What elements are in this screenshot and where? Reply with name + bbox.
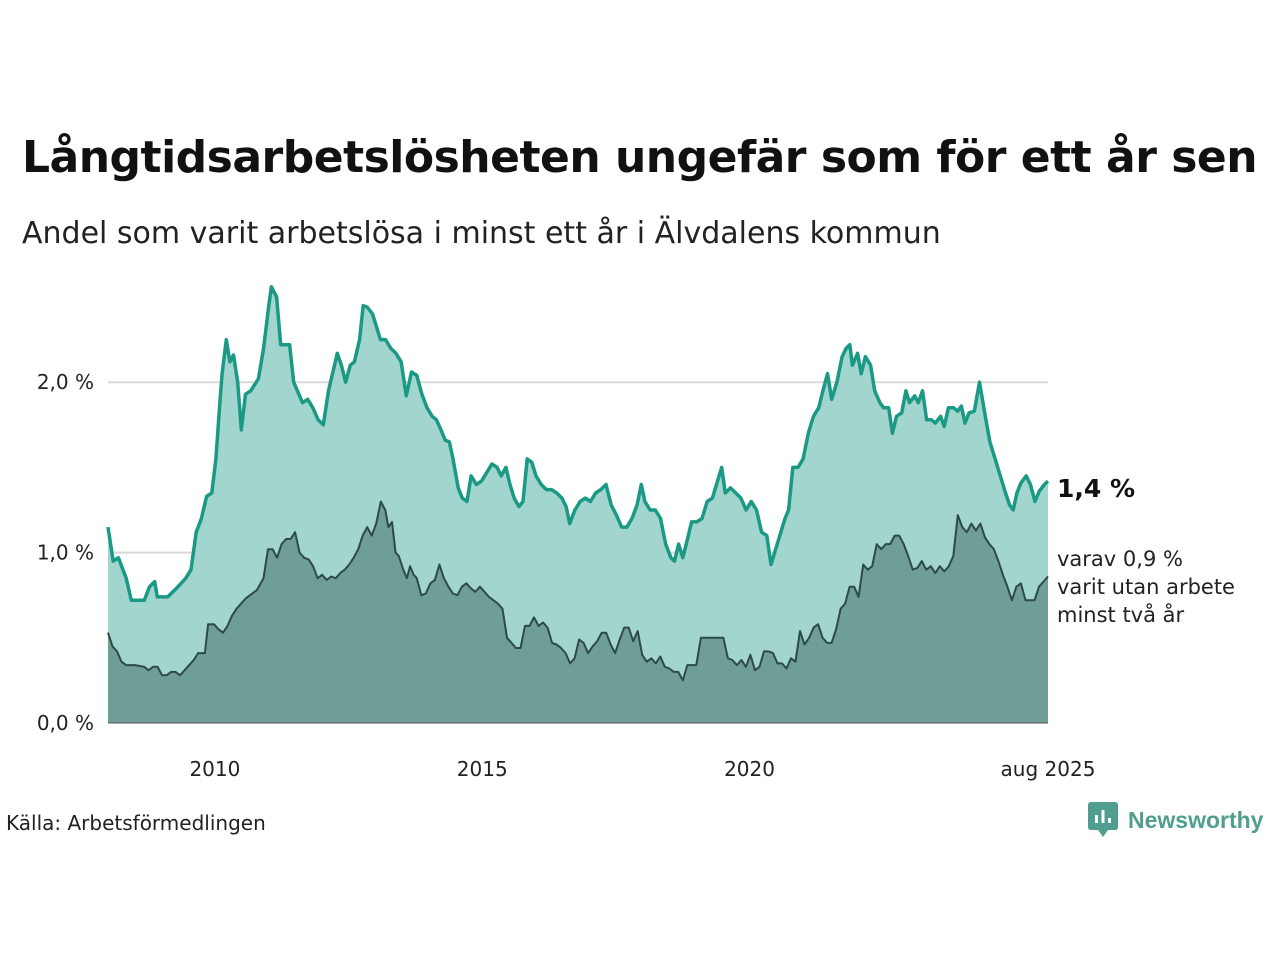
series-areas — [108, 286, 1048, 723]
sub-series-line — [107, 500, 1049, 682]
latest-value-label: 1,4 % — [1057, 474, 1135, 503]
source-note: Källa: Arbetsförmedlingen — [6, 811, 266, 835]
main-series-line — [106, 285, 1050, 603]
x-tick-label: 2015 — [457, 757, 508, 781]
sub-value-label: varav 0,9 % — [1057, 547, 1183, 571]
axis-labels: 0,0 % 1,0 % 2,0 % 2010 2015 2020 aug 2025 — [37, 370, 1096, 781]
y-tick-label: 0,0 % — [37, 711, 94, 735]
newsworthy-logo-icon — [1088, 802, 1118, 837]
series-lines — [106, 285, 1050, 724]
sub-series-area — [108, 501, 1048, 723]
y-tick-label: 1,0 % — [37, 541, 94, 565]
newsworthy-logo: Newsworthy — [1088, 802, 1263, 838]
chart-title: Långtidsarbetslösheten ungefär som för e… — [22, 132, 1258, 183]
x-tick-label: 2010 — [189, 757, 240, 781]
sub-value-caption-2: minst två år — [1057, 602, 1185, 627]
chart-subtitle: Andel som varit arbetslösa i minst ett å… — [22, 216, 941, 251]
end-annotations: 1,4 % varav 0,9 % varit utan arbete mins… — [1057, 474, 1235, 627]
sub-value-caption-1: varit utan arbete — [1057, 575, 1235, 599]
y-tick-label: 2,0 % — [37, 370, 94, 394]
x-tick-label: aug 2025 — [1001, 757, 1096, 781]
x-tick-label: 2020 — [724, 757, 775, 781]
brand-name: Newsworthy — [1128, 806, 1264, 833]
